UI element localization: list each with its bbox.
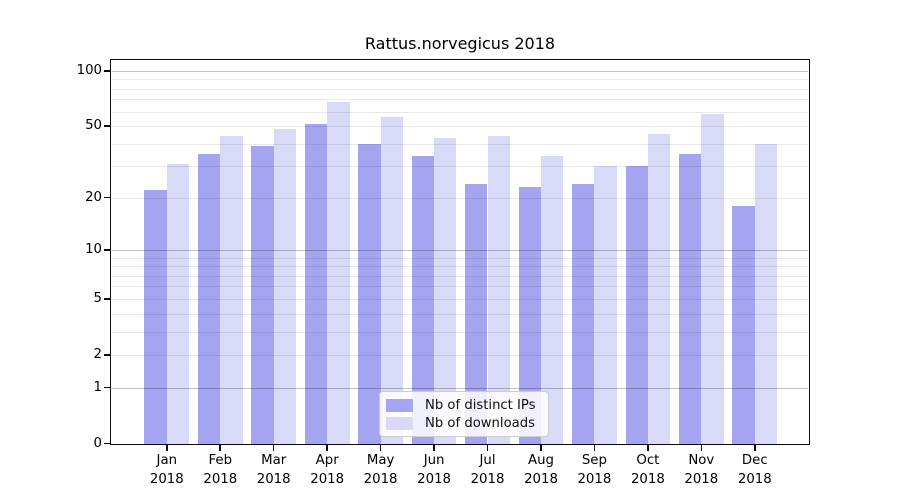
chart-title: Rattus.norvegicus 2018 xyxy=(364,34,556,53)
x-tick-label-oct: Oct 2018 xyxy=(630,453,665,487)
gridline-minor xyxy=(112,266,808,268)
gridline-minor xyxy=(112,298,808,300)
x-tick-label-jul: Jul 2018 xyxy=(470,453,505,487)
y-axis-tick xyxy=(103,196,110,199)
gridline-minor xyxy=(112,143,808,145)
x-axis-tick xyxy=(219,444,221,451)
legend-swatch-downloads-icon xyxy=(386,416,413,430)
bar-distinct-ips-apr xyxy=(304,124,328,445)
bar-downloads-mar xyxy=(273,129,297,445)
bar-distinct-ips-may xyxy=(358,143,381,445)
x-axis-tick xyxy=(540,444,542,451)
y-axis-tick xyxy=(103,249,110,251)
bar-distinct-ips-sep xyxy=(572,183,595,445)
y-axis-tick xyxy=(103,354,110,356)
y-axis-tick xyxy=(103,125,110,127)
y-tick-label: 10 xyxy=(85,241,102,257)
y-axis-tick xyxy=(103,70,110,72)
gridline-minor xyxy=(112,331,808,333)
x-tick-label-may: May 2018 xyxy=(363,453,398,487)
y-axis-tick xyxy=(103,386,110,389)
gridline-minor xyxy=(112,197,808,199)
y-tick-label: 50 xyxy=(85,118,102,133)
bar-distinct-ips-nov xyxy=(678,154,702,445)
bar-downloads-apr xyxy=(327,101,350,445)
bar-downloads-dec xyxy=(754,143,778,445)
x-axis-tick xyxy=(433,444,435,451)
x-tick-label-apr: Apr 2018 xyxy=(310,453,345,487)
bar-distinct-ips-mar xyxy=(251,145,274,445)
bar-downloads-jun xyxy=(434,137,457,445)
gridline-minor xyxy=(112,257,808,259)
gridline-minor xyxy=(112,88,808,90)
x-tick-label-feb: Feb 2018 xyxy=(203,453,238,487)
x-tick-label-sep: Sep 2018 xyxy=(577,453,612,487)
x-tick-label-mar: Mar 2018 xyxy=(256,453,291,487)
x-axis-tick xyxy=(593,444,596,451)
bar-distinct-ips-jul xyxy=(465,183,488,445)
gridline-major xyxy=(112,249,808,251)
gridline-minor xyxy=(112,99,808,101)
bar-downloads-jan xyxy=(166,163,190,445)
x-axis-tick xyxy=(379,444,382,451)
bar-downloads-jul xyxy=(487,136,510,445)
x-axis-tick xyxy=(647,444,649,451)
bar-distinct-ips-feb xyxy=(197,154,221,445)
legend-swatch-distinct-ips-icon xyxy=(386,398,413,412)
bar-downloads-may xyxy=(380,117,403,445)
legend-label-downloads: Nb of downloads xyxy=(425,415,535,431)
gridline-minor xyxy=(112,286,808,288)
gridline-minor xyxy=(112,275,808,277)
y-tick-label: 2 xyxy=(93,346,102,362)
gridline-major xyxy=(112,387,808,389)
bar-downloads-oct xyxy=(647,134,671,445)
gridline-minor xyxy=(112,313,808,315)
gridline-minor xyxy=(112,354,808,356)
x-tick-label-jan: Jan 2018 xyxy=(149,453,184,487)
x-axis-tick xyxy=(166,444,168,451)
x-axis-tick xyxy=(326,444,328,451)
bar-downloads-aug xyxy=(541,156,564,445)
y-tick-label: 1 xyxy=(93,379,102,395)
bar-downloads-sep xyxy=(594,166,617,445)
x-tick-label-aug: Aug 2018 xyxy=(524,453,558,487)
bar-distinct-ips-aug xyxy=(518,186,541,445)
legend-label-distinct-ips: Nb of distinct IPs xyxy=(425,397,536,413)
gridline-minor xyxy=(112,126,808,127)
x-axis-tick xyxy=(486,444,489,451)
gridline-minor xyxy=(112,79,808,81)
y-tick-label: 20 xyxy=(85,189,102,205)
x-axis-tick xyxy=(272,444,275,451)
y-axis-tick xyxy=(103,298,110,300)
legend: Nb of distinct IPs Nb of downloads xyxy=(379,391,549,437)
bar-distinct-ips-oct xyxy=(625,166,648,445)
x-tick-label-dec: Dec 2018 xyxy=(737,453,772,487)
legend-item-distinct-ips: Nb of distinct IPs xyxy=(386,398,542,413)
x-axis-tick xyxy=(754,444,756,451)
bar-distinct-ips-jan xyxy=(144,190,167,445)
bar-distinct-ips-jun xyxy=(411,156,435,445)
legend-item-downloads: Nb of downloads xyxy=(386,416,542,431)
y-tick-label: 5 xyxy=(93,290,102,306)
bar-downloads-nov xyxy=(701,114,724,445)
bar-distinct-ips-dec xyxy=(732,205,755,445)
gridline-minor xyxy=(112,111,808,113)
x-axis-tick xyxy=(700,444,703,451)
gridline-minor xyxy=(112,166,808,168)
y-tick-label: 0 xyxy=(93,435,102,451)
x-tick-label-jun: Jun 2018 xyxy=(417,453,452,487)
gridline-major xyxy=(112,70,808,72)
x-tick-label-nov: Nov 2018 xyxy=(684,453,719,487)
bar-downloads-feb xyxy=(220,136,243,445)
y-tick-label: 100 xyxy=(76,62,102,78)
y-axis-tick xyxy=(103,442,110,445)
